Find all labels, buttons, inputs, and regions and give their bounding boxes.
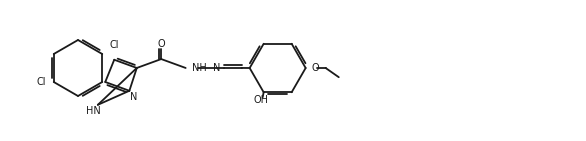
Text: NH: NH [192,63,206,73]
Text: O: O [158,39,165,49]
Text: N: N [130,92,137,102]
Text: HN: HN [87,106,101,116]
Text: Cl: Cl [109,40,119,50]
Text: Cl: Cl [36,77,46,87]
Text: O: O [312,63,319,73]
Text: OH: OH [253,95,268,105]
Text: N: N [213,63,221,73]
